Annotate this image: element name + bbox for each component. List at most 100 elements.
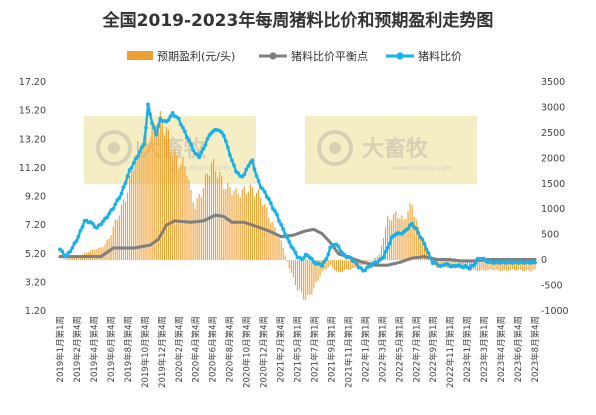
profit-bar	[325, 260, 327, 270]
ratio-point	[221, 133, 226, 138]
y-left-tick-label: 15.20	[19, 106, 46, 117]
profit-bar	[307, 260, 309, 295]
profit-bar	[319, 260, 321, 277]
x-tick-label: 2023年8月第4周	[530, 316, 541, 382]
profit-bar	[75, 256, 77, 261]
profit-bar	[172, 157, 174, 261]
ratio-point	[219, 130, 224, 135]
ratio-point	[277, 219, 281, 223]
ratio-point	[166, 118, 171, 122]
ratio-point	[180, 125, 185, 130]
ratio-point	[105, 215, 109, 220]
profit-bar	[264, 204, 266, 261]
ratio-point	[414, 226, 419, 231]
profit-bar	[153, 123, 155, 261]
x-tick-label: 2019年8月第4周	[123, 316, 134, 382]
profit-bar	[161, 123, 163, 261]
ratio-point	[191, 148, 195, 153]
profit-bar	[196, 198, 198, 261]
ratio-point	[199, 150, 204, 155]
ratio-point	[320, 264, 324, 268]
ratio-point	[129, 165, 134, 170]
ratio-point	[336, 244, 341, 249]
ratio-point	[228, 153, 232, 158]
ratio-point	[99, 222, 103, 227]
profit-bar	[188, 179, 190, 261]
profit-bar	[327, 260, 329, 268]
ratio-point	[424, 247, 429, 252]
y-right-tick-label: 3000	[541, 102, 565, 113]
ratio-point	[291, 247, 296, 251]
profit-bar	[131, 171, 133, 261]
profit-bar	[311, 260, 313, 295]
x-tick-label: 2022年9月第1周	[428, 316, 439, 382]
profit-bar	[235, 188, 237, 261]
ratio-point	[123, 181, 128, 185]
ratio-point	[230, 158, 234, 163]
profit-bar	[127, 192, 129, 261]
ratio-point	[205, 137, 210, 141]
profit-bar	[403, 219, 405, 261]
profit-bar	[509, 260, 511, 270]
ratio-point	[363, 268, 367, 273]
ratio-point	[197, 155, 202, 160]
profit-bar	[317, 260, 319, 281]
x-tick-label: 2019年6月第4周	[106, 316, 117, 382]
ratio-point	[156, 124, 161, 129]
profit-bar	[526, 260, 528, 271]
ratio-point	[60, 249, 64, 254]
ratio-point	[385, 246, 390, 250]
x-axis: 2019年1月第1周 2019年2月第4周 2019年4月第4周 2019年6月第4周…	[55, 316, 541, 388]
profit-bar	[417, 226, 419, 261]
ratio-point	[387, 241, 392, 246]
breakeven-point	[334, 249, 338, 253]
watermark-1-site: www.dxumu.com	[170, 164, 230, 172]
profit-bar	[61, 259, 63, 261]
profit-bar	[397, 218, 399, 261]
profit-bar	[487, 260, 489, 270]
x-tick-label: 2022年7月第1周	[411, 316, 422, 382]
profit-bar	[202, 188, 204, 261]
profit-bar	[288, 260, 290, 269]
profit-bar	[401, 215, 403, 261]
profit-bar	[73, 257, 75, 261]
profit-bar	[104, 244, 106, 261]
ratio-point	[260, 186, 265, 191]
ratio-point	[279, 222, 284, 227]
legend-swatch-profit	[127, 51, 153, 60]
profit-bar	[481, 260, 483, 270]
x-tick-label: 2022年1月第1周	[360, 316, 371, 382]
profit-bar	[331, 260, 333, 268]
ratio-point	[140, 145, 144, 150]
profit-bar	[374, 257, 376, 261]
legend-label-ratio: 猪料比价	[418, 49, 462, 63]
ratio-point	[178, 122, 183, 127]
profit-bar	[139, 147, 141, 261]
x-tick-label: 2021年2月第4周	[276, 316, 287, 382]
ratio-point	[428, 256, 433, 260]
ratio-point	[287, 240, 292, 244]
profit-bar	[145, 131, 147, 261]
profit-bar	[493, 260, 495, 271]
legend-marker-ratio	[396, 52, 404, 60]
x-tick-label: 2022年3月第1周	[377, 316, 388, 382]
profit-bar	[503, 260, 505, 270]
profit-bar	[534, 260, 536, 270]
legend-marker-breakeven	[269, 52, 277, 60]
breakeven-point	[162, 227, 167, 231]
profit-bar	[460, 260, 462, 268]
y-right-tick-label: 500	[541, 230, 559, 241]
legend-label-profit: 预期盈利(元/头)	[157, 50, 235, 63]
ratio-point	[170, 111, 175, 115]
profit-bar	[129, 175, 131, 261]
profit-bar	[296, 260, 299, 291]
breakeven-point	[324, 236, 328, 240]
ratio-point	[64, 254, 69, 259]
profit-bar	[176, 155, 178, 261]
ratio-point	[275, 212, 279, 217]
profit-bar	[165, 127, 168, 261]
profit-bar	[522, 260, 524, 272]
ratio-point	[113, 202, 118, 207]
watermark-2-logo-dot	[329, 142, 341, 154]
ratio-point	[293, 250, 298, 255]
